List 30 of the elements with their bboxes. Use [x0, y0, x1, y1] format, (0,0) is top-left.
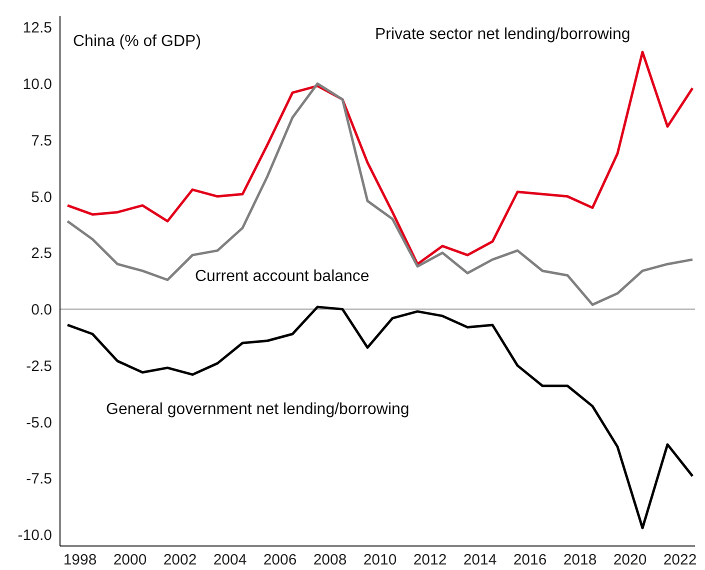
y-tick-label: 10.0 [22, 76, 52, 93]
x-tick-label: 2006 [263, 552, 297, 569]
x-tick-label: 2020 [613, 552, 647, 569]
y-tick-label: -10.0 [18, 527, 52, 544]
text: General government net lending/borrowing [106, 401, 410, 419]
x-tick-label: 2012 [413, 552, 447, 569]
x-tick-label: 2000 [113, 552, 147, 569]
x-tick-label: 2004 [213, 552, 247, 569]
y-tick-label: -5.0 [26, 414, 52, 432]
x-tick-label: 2016 [513, 552, 547, 569]
y-tick-label: 5.0 [31, 188, 52, 206]
x-tick-label: 2022 [663, 552, 697, 569]
y-tick-label: -7.5 [26, 470, 52, 488]
y-tick-label: 0.0 [31, 302, 52, 319]
text: China (% of GDP) [73, 33, 202, 51]
line-series [66, 82, 694, 306]
y-tick-label: 2.5 [31, 245, 52, 262]
x-tick-label: 2008 [313, 552, 347, 569]
x-tick-label: 1998 [63, 552, 97, 569]
x-tick-label: 2002 [163, 552, 197, 569]
series-label: Private sector net lending/borrowing [375, 26, 630, 44]
y-tick-label: -2.5 [26, 358, 52, 375]
y-tick-label: 7.5 [31, 132, 52, 150]
series-label: Current account balance [195, 268, 370, 286]
x-tick-label: 2014 [463, 552, 497, 569]
line-series [66, 50, 694, 266]
y-tick-label: 12.5 [22, 20, 52, 37]
x-tick-label: 2018 [563, 552, 597, 569]
line-series [66, 306, 694, 530]
x-tick-label: 2010 [363, 552, 397, 569]
